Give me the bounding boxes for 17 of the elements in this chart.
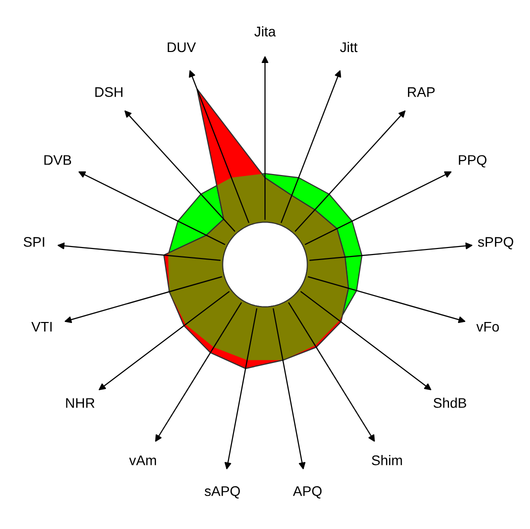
spoke-label: NHR bbox=[66, 398, 94, 408]
spoke-label: sPPQ bbox=[478, 237, 514, 250]
spoke-label: vAm bbox=[129, 456, 156, 466]
spoke-label: sAPQ bbox=[204, 486, 240, 499]
spoke-label: APQ bbox=[292, 486, 322, 499]
spoke-label: Jitt bbox=[340, 42, 358, 52]
spoke-label: DUV bbox=[168, 42, 196, 52]
spoke-label: Shim bbox=[372, 455, 402, 466]
spoke-label: DSH bbox=[95, 87, 122, 97]
spoke-label: DVB bbox=[44, 155, 72, 165]
spoke-label: RAP bbox=[408, 87, 435, 97]
spoke-label: Jita bbox=[254, 26, 276, 36]
spoke-label: ShdB bbox=[434, 398, 466, 408]
spoke-label: VTI bbox=[31, 322, 52, 332]
spoke-label: vFo bbox=[476, 322, 499, 332]
spoke-label: SPI bbox=[24, 237, 44, 247]
spoke-label: PPQ bbox=[458, 155, 486, 168]
